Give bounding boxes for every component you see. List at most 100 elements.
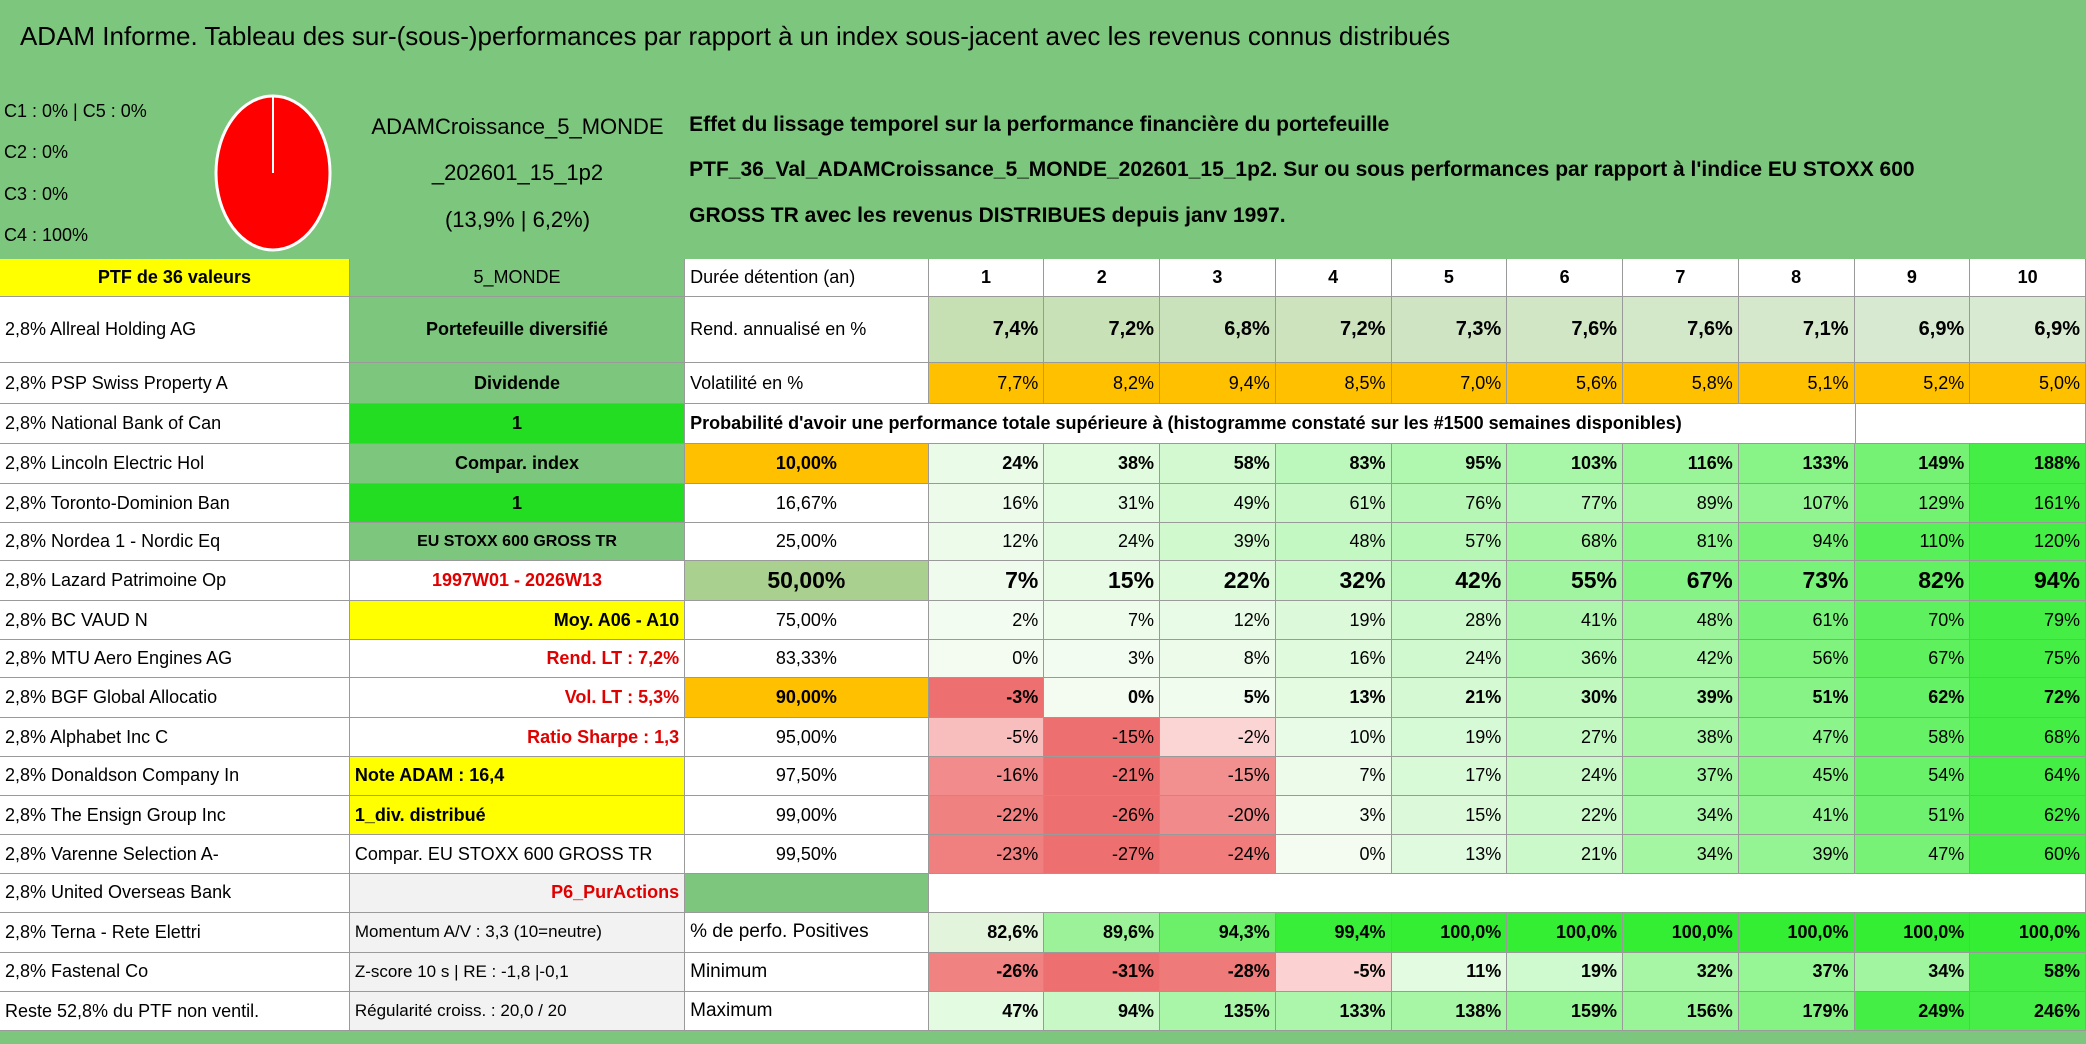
probability-value: 8% bbox=[1160, 639, 1276, 679]
portfolio-line: _202601_15_1p2 bbox=[431, 160, 604, 186]
summary-value: 58% bbox=[1970, 952, 2086, 993]
probability-value: 7% bbox=[1275, 756, 1392, 796]
probability-value: 133% bbox=[1738, 444, 1855, 485]
probability-value: -21% bbox=[1044, 756, 1161, 796]
probability-value: 49% bbox=[1160, 484, 1276, 523]
probability-value: -15% bbox=[1160, 756, 1276, 796]
title: ADAM Informe. Tableau des sur-(sous-)per… bbox=[19, 21, 1451, 52]
probability-value: 22% bbox=[1160, 561, 1276, 602]
description-line: PTF_36_Val_ADAMCroissance_5_MONDE_202601… bbox=[689, 158, 1915, 182]
summary-value: 19% bbox=[1507, 952, 1624, 993]
panel-cell: Compar. EU STOXX 600 GROSS TR bbox=[349, 835, 686, 875]
probability-value: 107% bbox=[1738, 484, 1855, 523]
summary-value: 100,0% bbox=[1391, 912, 1508, 953]
empty-cell bbox=[1855, 404, 2086, 445]
probability-value: 2% bbox=[928, 601, 1045, 640]
blank-cell bbox=[685, 874, 929, 913]
probability-value: 62% bbox=[1854, 678, 1971, 719]
probability-value: 89% bbox=[1623, 484, 1739, 523]
threshold: 95,00% bbox=[685, 718, 929, 757]
probability-value: 24% bbox=[1507, 756, 1624, 796]
probability-value: 67% bbox=[1623, 561, 1739, 602]
panel-cell: Vol. LT : 5,3% bbox=[349, 678, 686, 719]
summary-value: -31% bbox=[1044, 952, 1161, 993]
stat-value: 5,2% bbox=[1854, 363, 1971, 405]
probability-value: 15% bbox=[1391, 795, 1508, 836]
threshold: 83,33% bbox=[685, 639, 929, 679]
probability-value: -2% bbox=[1160, 718, 1276, 757]
summary-label: Minimum bbox=[685, 952, 929, 993]
summary-value: -26% bbox=[928, 952, 1045, 993]
panel-cell: 1 bbox=[349, 404, 686, 445]
probability-value: -5% bbox=[928, 718, 1045, 757]
probability-value: -27% bbox=[1044, 835, 1161, 875]
period-year: 2 bbox=[1044, 259, 1161, 297]
class-label: C3 : 0% bbox=[3, 183, 69, 204]
holding: 2,8% Varenne Selection A- bbox=[0, 835, 350, 875]
period-year: 1 bbox=[928, 259, 1045, 297]
summary-value: 32% bbox=[1623, 952, 1739, 993]
summary-value: 100,0% bbox=[1738, 912, 1855, 953]
panel-cell: Portefeuille diversifié bbox=[349, 296, 686, 364]
summary-value: 89,6% bbox=[1044, 912, 1161, 953]
probability-value: 7% bbox=[1044, 601, 1161, 640]
probability-value: 57% bbox=[1391, 522, 1508, 562]
probability-value: 39% bbox=[1738, 835, 1855, 875]
probability-value: 37% bbox=[1623, 756, 1739, 796]
probability-value: 56% bbox=[1738, 639, 1855, 679]
probability-value: 0% bbox=[1275, 835, 1392, 875]
probability-value: 42% bbox=[1623, 639, 1739, 679]
holding: 2,8% The Ensign Group Inc bbox=[0, 795, 350, 836]
probability-value: 51% bbox=[1738, 678, 1855, 719]
summary-value: 179% bbox=[1738, 992, 1855, 1032]
probability-value: 58% bbox=[1160, 444, 1276, 485]
probability-value: 10% bbox=[1275, 718, 1392, 757]
probability-value: 94% bbox=[1738, 522, 1855, 562]
probability-value: 32% bbox=[1275, 561, 1392, 602]
probability-value: 39% bbox=[1160, 522, 1276, 562]
stat-value: 7,2% bbox=[1044, 296, 1161, 364]
summary-value: 133% bbox=[1275, 992, 1392, 1032]
probability-value: 41% bbox=[1507, 601, 1624, 640]
probability-value: 61% bbox=[1275, 484, 1392, 523]
panel-cell: 5_MONDE bbox=[349, 259, 686, 297]
panel-cell: Dividende bbox=[349, 363, 686, 405]
threshold: 16,67% bbox=[685, 484, 929, 523]
holding: 2,8% Alphabet Inc C bbox=[0, 718, 350, 757]
stat-value: 8,5% bbox=[1275, 363, 1392, 405]
stat-value: 6,9% bbox=[1970, 296, 2086, 364]
probability-value: 21% bbox=[1507, 835, 1624, 875]
probability-value: 30% bbox=[1507, 678, 1624, 719]
panel-cell: Momentum A/V : 3,3 (10=neutre) bbox=[349, 912, 686, 953]
probability-value: 64% bbox=[1970, 756, 2086, 796]
stat-value: 5,0% bbox=[1970, 363, 2086, 405]
portfolio-line: ADAMCroissance_5_MONDE bbox=[371, 113, 664, 139]
probability-value: 3% bbox=[1044, 639, 1161, 679]
period-year: 4 bbox=[1275, 259, 1392, 297]
period-year: 5 bbox=[1391, 259, 1508, 297]
probability-value: 39% bbox=[1623, 678, 1739, 719]
panel-cell: 1 bbox=[349, 484, 686, 523]
probability-value: 19% bbox=[1391, 718, 1508, 757]
class-label: C4 : 100% bbox=[3, 224, 89, 245]
threshold: 99,00% bbox=[685, 795, 929, 836]
probability-value: 62% bbox=[1970, 795, 2086, 836]
panel-cell: Rend. LT : 7,2% bbox=[349, 639, 686, 679]
probability-value: 95% bbox=[1391, 444, 1508, 485]
holding: 2,8% Allreal Holding AG bbox=[0, 296, 350, 364]
probability-value: 58% bbox=[1854, 718, 1971, 757]
probability-value: 27% bbox=[1507, 718, 1624, 757]
probability-value: -16% bbox=[928, 756, 1045, 796]
probability-value: 12% bbox=[928, 522, 1045, 562]
probability-value: 22% bbox=[1507, 795, 1624, 836]
class-label: C2 : 0% bbox=[3, 142, 69, 163]
stat-value: 7,4% bbox=[928, 296, 1045, 364]
threshold: 50,00% bbox=[685, 561, 929, 602]
panel-cell: EU STOXX 600 GROSS TR bbox=[349, 522, 686, 562]
probability-value: 161% bbox=[1970, 484, 2086, 523]
probability-value: 116% bbox=[1623, 444, 1739, 485]
period-year: 9 bbox=[1854, 259, 1971, 297]
holding: PTF de 36 valeurs bbox=[0, 259, 350, 297]
stat-value: 7,3% bbox=[1391, 296, 1508, 364]
